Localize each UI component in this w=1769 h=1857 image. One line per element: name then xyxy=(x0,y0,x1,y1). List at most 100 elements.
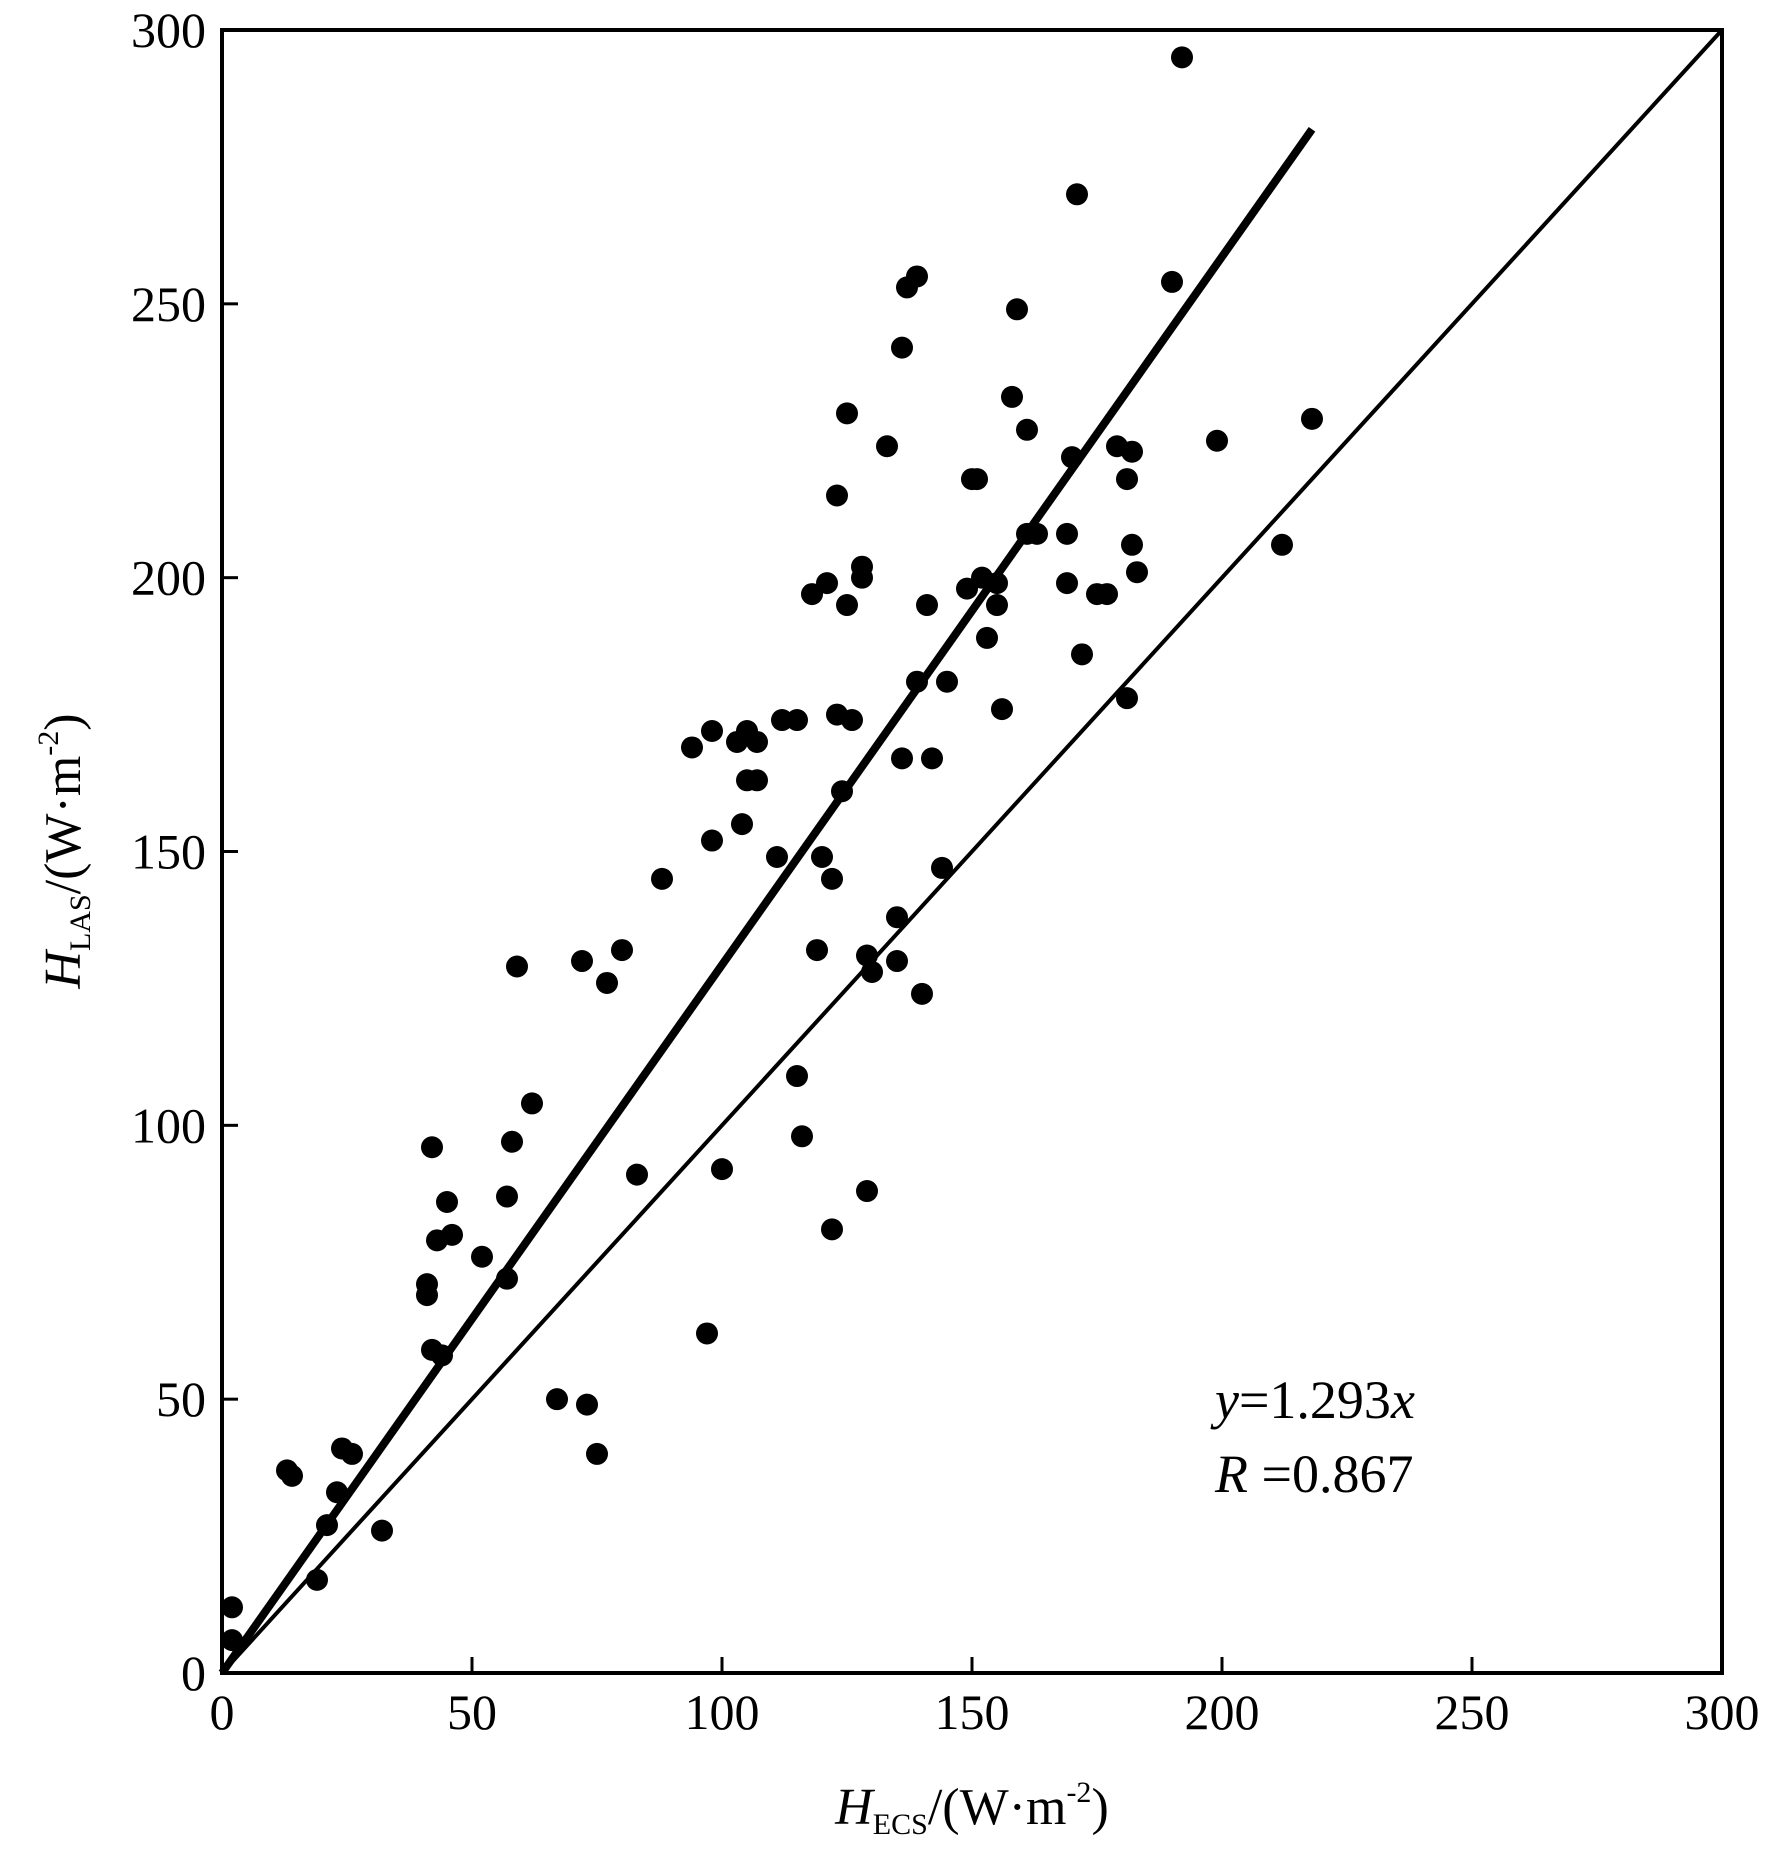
reference-line-1to1 xyxy=(220,28,1724,1675)
data-point xyxy=(586,1442,608,1465)
data-point xyxy=(746,730,768,753)
data-point xyxy=(371,1519,393,1542)
data-point xyxy=(596,971,618,994)
data-point xyxy=(1001,385,1023,408)
data-point xyxy=(891,336,913,359)
data-point xyxy=(921,747,943,770)
data-point xyxy=(1071,643,1093,666)
data-point xyxy=(1061,446,1083,469)
data-point xyxy=(611,939,633,962)
data-point xyxy=(501,1130,523,1153)
data-point xyxy=(826,484,848,507)
y-tick-label: 250 xyxy=(131,276,206,332)
data-point xyxy=(1121,533,1143,556)
data-point xyxy=(506,955,528,978)
x-tick-label: 250 xyxy=(1435,1684,1510,1740)
data-point xyxy=(876,435,898,458)
data-point xyxy=(811,845,833,868)
data-point xyxy=(1121,440,1143,463)
data-point xyxy=(221,1629,243,1652)
data-point xyxy=(991,698,1013,721)
data-point xyxy=(436,1191,458,1214)
data-point xyxy=(831,780,853,803)
data-point xyxy=(986,572,1008,595)
data-point xyxy=(281,1464,303,1487)
data-point xyxy=(731,813,753,836)
data-point xyxy=(1026,522,1048,545)
data-point xyxy=(976,626,998,649)
data-point xyxy=(681,736,703,759)
data-point xyxy=(986,594,1008,617)
data-point xyxy=(816,572,838,595)
y-axis-title: HLAS/(W·m-2) xyxy=(32,713,97,989)
data-point xyxy=(431,1344,453,1367)
data-point xyxy=(306,1568,328,1591)
data-point xyxy=(341,1442,363,1465)
data-point xyxy=(821,1218,843,1241)
data-point xyxy=(441,1223,463,1246)
x-tick-label: 150 xyxy=(935,1684,1010,1740)
data-point xyxy=(966,468,988,491)
data-point xyxy=(931,856,953,879)
data-point xyxy=(1056,522,1078,545)
data-point xyxy=(786,709,808,732)
data-point xyxy=(1116,468,1138,491)
data-point xyxy=(421,1136,443,1159)
data-point xyxy=(1066,183,1088,206)
data-point xyxy=(836,594,858,617)
data-point xyxy=(471,1245,493,1268)
data-point xyxy=(1271,533,1293,556)
regression-line xyxy=(218,126,1316,1676)
data-point xyxy=(936,670,958,693)
data-point xyxy=(891,747,913,770)
data-point xyxy=(1006,298,1028,321)
x-axis-title: HECS/(W·m-2) xyxy=(834,1776,1109,1841)
data-point xyxy=(711,1158,733,1181)
data-point xyxy=(806,939,828,962)
y-tick-label: 200 xyxy=(131,550,206,606)
data-point xyxy=(856,1180,878,1203)
data-point xyxy=(496,1267,518,1290)
data-point xyxy=(576,1393,598,1416)
x-tick-label: 50 xyxy=(447,1684,497,1740)
data-point xyxy=(1301,407,1323,430)
data-point xyxy=(886,950,908,973)
data-point xyxy=(861,960,883,983)
data-point xyxy=(851,566,873,589)
data-point xyxy=(221,1596,243,1619)
y-tick-label: 50 xyxy=(156,1371,206,1427)
data-point xyxy=(696,1322,718,1345)
data-point xyxy=(521,1092,543,1115)
x-tick-label: 300 xyxy=(1685,1684,1760,1740)
data-point xyxy=(546,1388,568,1411)
data-point xyxy=(1126,561,1148,584)
data-point xyxy=(326,1481,348,1504)
data-point xyxy=(1116,687,1138,710)
data-point xyxy=(496,1185,518,1208)
data-point xyxy=(906,265,928,288)
data-point xyxy=(821,867,843,890)
equation-annotation: y=1.293x xyxy=(1210,1370,1415,1430)
data-point xyxy=(1016,418,1038,441)
data-point xyxy=(1096,583,1118,606)
x-tick-label: 200 xyxy=(1185,1684,1260,1740)
y-tick-label: 150 xyxy=(131,824,206,880)
y-tick-label: 0 xyxy=(181,1645,206,1701)
data-point xyxy=(316,1514,338,1537)
data-point xyxy=(571,950,593,973)
data-point xyxy=(416,1284,438,1307)
data-point xyxy=(916,594,938,617)
data-point xyxy=(746,769,768,792)
data-point xyxy=(791,1125,813,1148)
y-tick-label: 100 xyxy=(131,1097,206,1153)
x-tick-label: 100 xyxy=(685,1684,760,1740)
data-point xyxy=(906,670,928,693)
data-point xyxy=(701,720,723,743)
data-point xyxy=(626,1163,648,1186)
data-point xyxy=(836,402,858,425)
data-point xyxy=(766,845,788,868)
data-point xyxy=(651,867,673,890)
data-point xyxy=(701,829,723,852)
data-point xyxy=(911,982,933,1005)
